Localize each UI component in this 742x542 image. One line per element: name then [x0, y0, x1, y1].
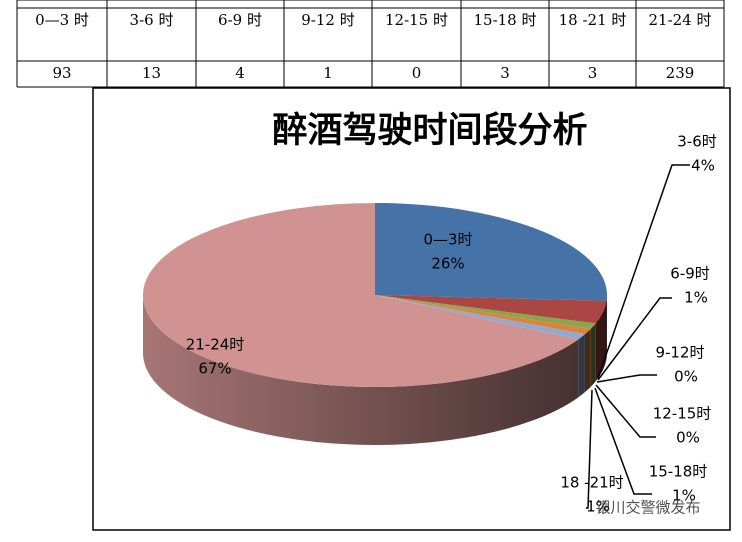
slice-value-label: 0% [676, 429, 700, 447]
slice-side [578, 334, 585, 397]
slice-value-label: 26% [431, 255, 464, 273]
slice-value-label: 4% [691, 157, 715, 175]
slice-label: 0—3时 [423, 231, 472, 249]
slice-label: 18 -21时 [560, 474, 623, 492]
value-cell: 3 [500, 64, 510, 82]
value-cell: 239 [666, 64, 695, 82]
slice-value-label: 0% [674, 368, 698, 386]
slice-value-label: 1% [684, 289, 708, 307]
slice-label: 3-6时 [677, 133, 717, 151]
slice-label: 15-18时 [649, 463, 708, 481]
slice-label: 12-15时 [653, 405, 712, 423]
value-cell: 4 [235, 64, 245, 82]
slice-label: 6-9时 [670, 265, 710, 283]
header-cell: 3-6 时 [130, 11, 174, 29]
value-cell: 0 [412, 64, 422, 82]
watermark: 银川交警微发布 [595, 499, 700, 517]
header-cell: 6-9 时 [218, 11, 262, 29]
chart-title: 醉酒驾驶时间段分析 [272, 110, 587, 151]
value-cell: 93 [52, 64, 71, 82]
slice-side [591, 323, 596, 386]
header-cell: 21-24 时 [648, 11, 711, 29]
table: 0—3 时 3-6 时 6-9 时 9-12 时 12-15 时 15-18 时 18 -2… [17, 0, 724, 87]
slice-value-label: 67% [198, 360, 231, 378]
value-cell: 13 [142, 64, 161, 82]
header-cell: 15-18 时 [473, 11, 536, 29]
value-cell: 3 [588, 64, 598, 82]
slice-side [585, 329, 591, 392]
value-cell: 1 [323, 64, 333, 82]
header-cell: 12-15 时 [385, 11, 448, 29]
header-cell: 0—3 时 [35, 11, 89, 29]
header-cell: 9-12 时 [301, 11, 354, 29]
slice-label: 21-24时 [186, 336, 245, 354]
slice-label: 9-12时 [655, 344, 704, 362]
header-cell: 18 -21 时 [559, 11, 627, 29]
